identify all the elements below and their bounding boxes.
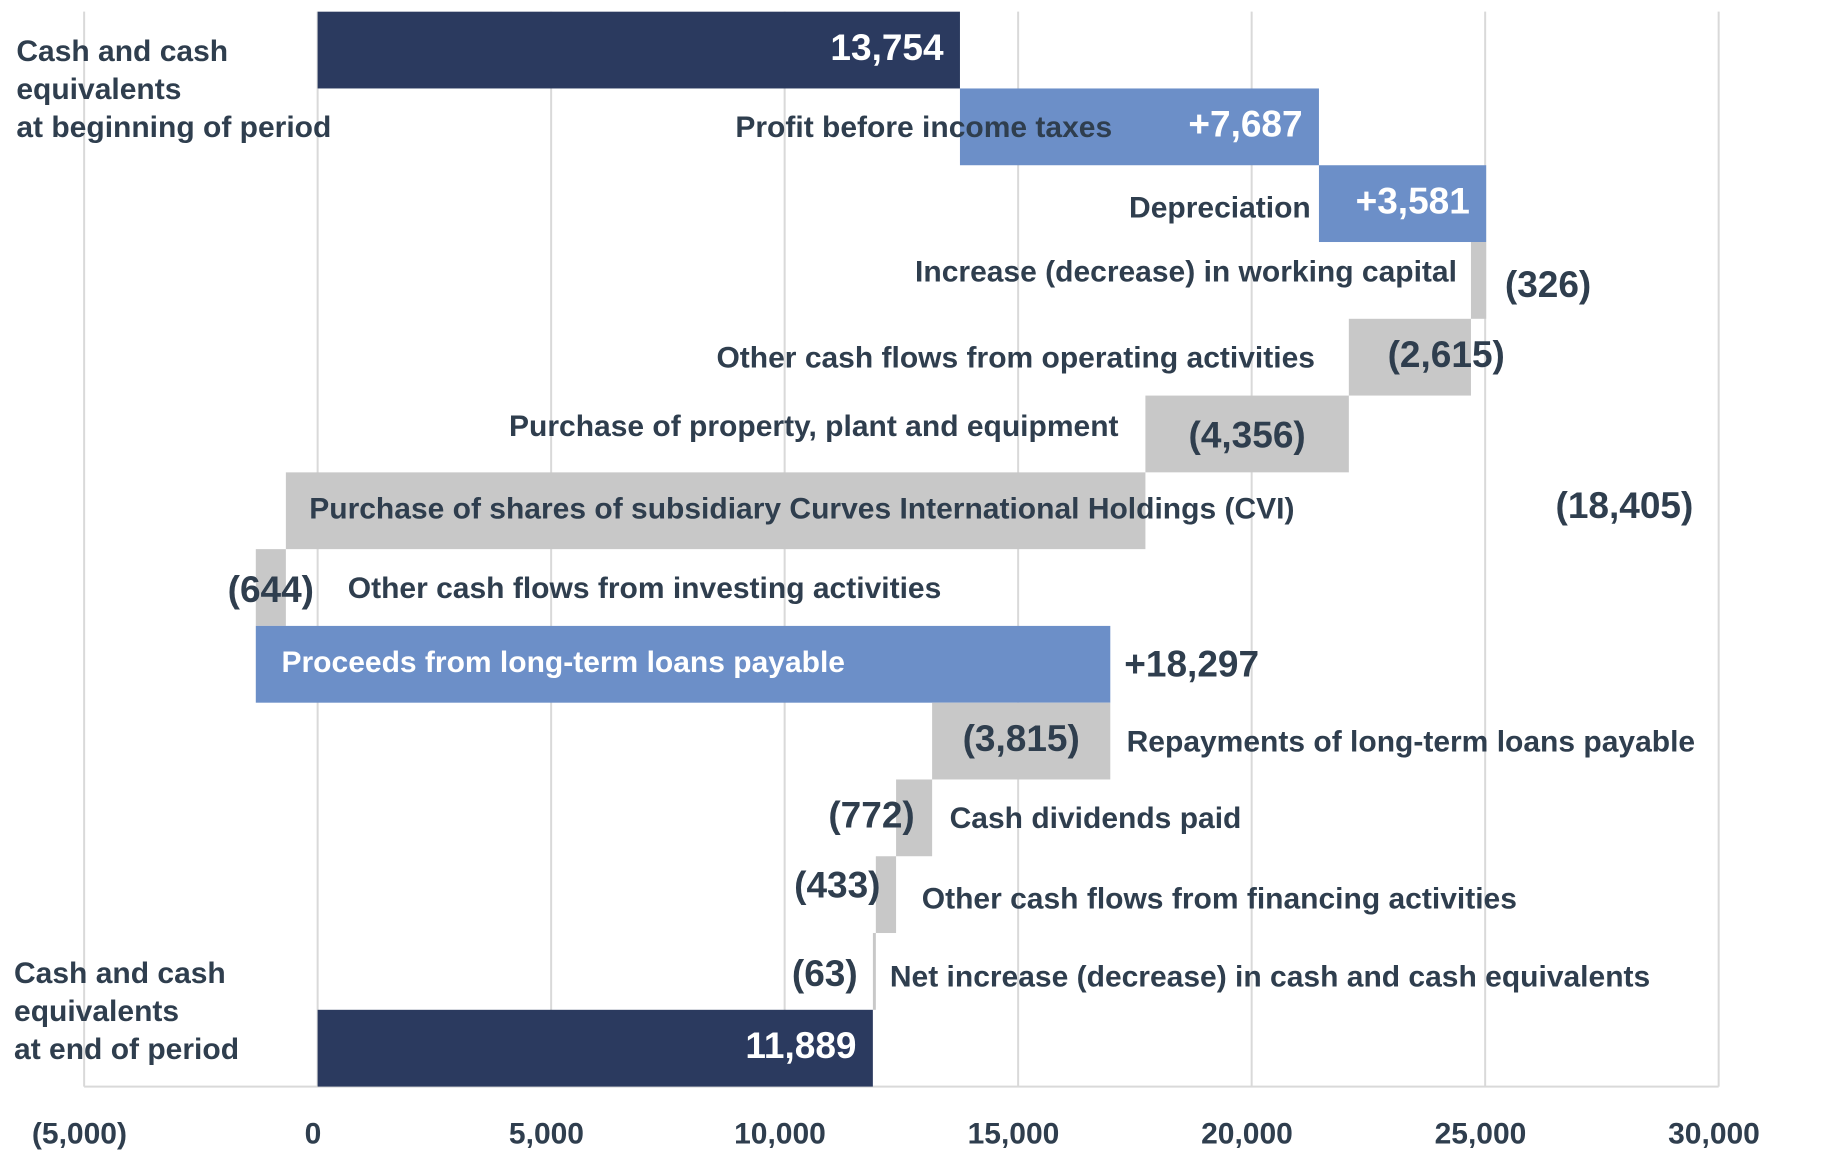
bar xyxy=(959,88,1319,166)
x-tick-label: (5,000) xyxy=(32,1118,127,1151)
bar xyxy=(1318,165,1487,243)
bar xyxy=(1348,318,1471,396)
x-tick-label: 5,000 xyxy=(509,1118,584,1151)
value-label: (772) xyxy=(828,795,914,836)
category-label: Cash dividends paid xyxy=(950,802,1242,835)
value-label: (18,405) xyxy=(1556,485,1694,526)
bar xyxy=(285,472,1146,550)
x-tick-label: 25,000 xyxy=(1435,1118,1527,1151)
value-label: (4,356) xyxy=(1189,414,1306,455)
x-tick-label: 20,000 xyxy=(1201,1118,1293,1151)
value-label: 13,754 xyxy=(830,27,944,68)
bar xyxy=(896,779,933,857)
bar xyxy=(317,11,960,89)
value-label: +18,297 xyxy=(1124,643,1259,684)
category-label: Cash and cash equivalents at beginning o… xyxy=(16,34,332,144)
category-label: Purchase of property, plant and equipmen… xyxy=(509,410,1119,443)
category-label: Net increase (decrease) in cash and cash… xyxy=(890,960,1650,993)
x-tick-label: 30,000 xyxy=(1668,1118,1760,1151)
bar xyxy=(1145,395,1349,473)
value-label: (433) xyxy=(794,864,880,905)
value-label: (3,815) xyxy=(963,718,1080,759)
bar xyxy=(932,702,1111,780)
value-label: +3,581 xyxy=(1356,180,1470,221)
value-label: (644) xyxy=(228,569,314,610)
category-label: Increase (decrease) in working capital xyxy=(915,255,1457,288)
value-label: 11,889 xyxy=(745,1025,856,1066)
value-label: (326) xyxy=(1505,264,1591,305)
value-label: (2,615) xyxy=(1388,334,1505,375)
category-label: Depreciation xyxy=(1129,191,1311,224)
bar xyxy=(1470,242,1487,319)
category-label: Other cash flows from financing activiti… xyxy=(922,882,1517,915)
bar xyxy=(317,1009,873,1087)
category-label: Other cash flows from investing activiti… xyxy=(348,572,942,605)
x-tick-label: 15,000 xyxy=(968,1118,1060,1151)
bar xyxy=(875,856,897,934)
category-label: Purchase of shares of subsidiary Curves … xyxy=(309,493,1294,526)
x-tick-label: 0 xyxy=(305,1118,322,1151)
category-label: Cash and cash equivalents at end of peri… xyxy=(14,956,240,1066)
value-label: (63) xyxy=(792,953,858,994)
category-label: Repayments of long-term loans payable xyxy=(1127,725,1695,758)
value-label: +7,687 xyxy=(1188,104,1302,145)
category-label: Proceeds from long-term loans payable xyxy=(282,646,845,679)
bar xyxy=(255,625,1111,703)
bar xyxy=(255,549,286,626)
bar xyxy=(872,933,876,1010)
category-label: Profit before income taxes xyxy=(735,111,1112,144)
category-label: Other cash flows from operating activiti… xyxy=(716,341,1314,374)
x-tick-label: 10,000 xyxy=(734,1118,826,1151)
